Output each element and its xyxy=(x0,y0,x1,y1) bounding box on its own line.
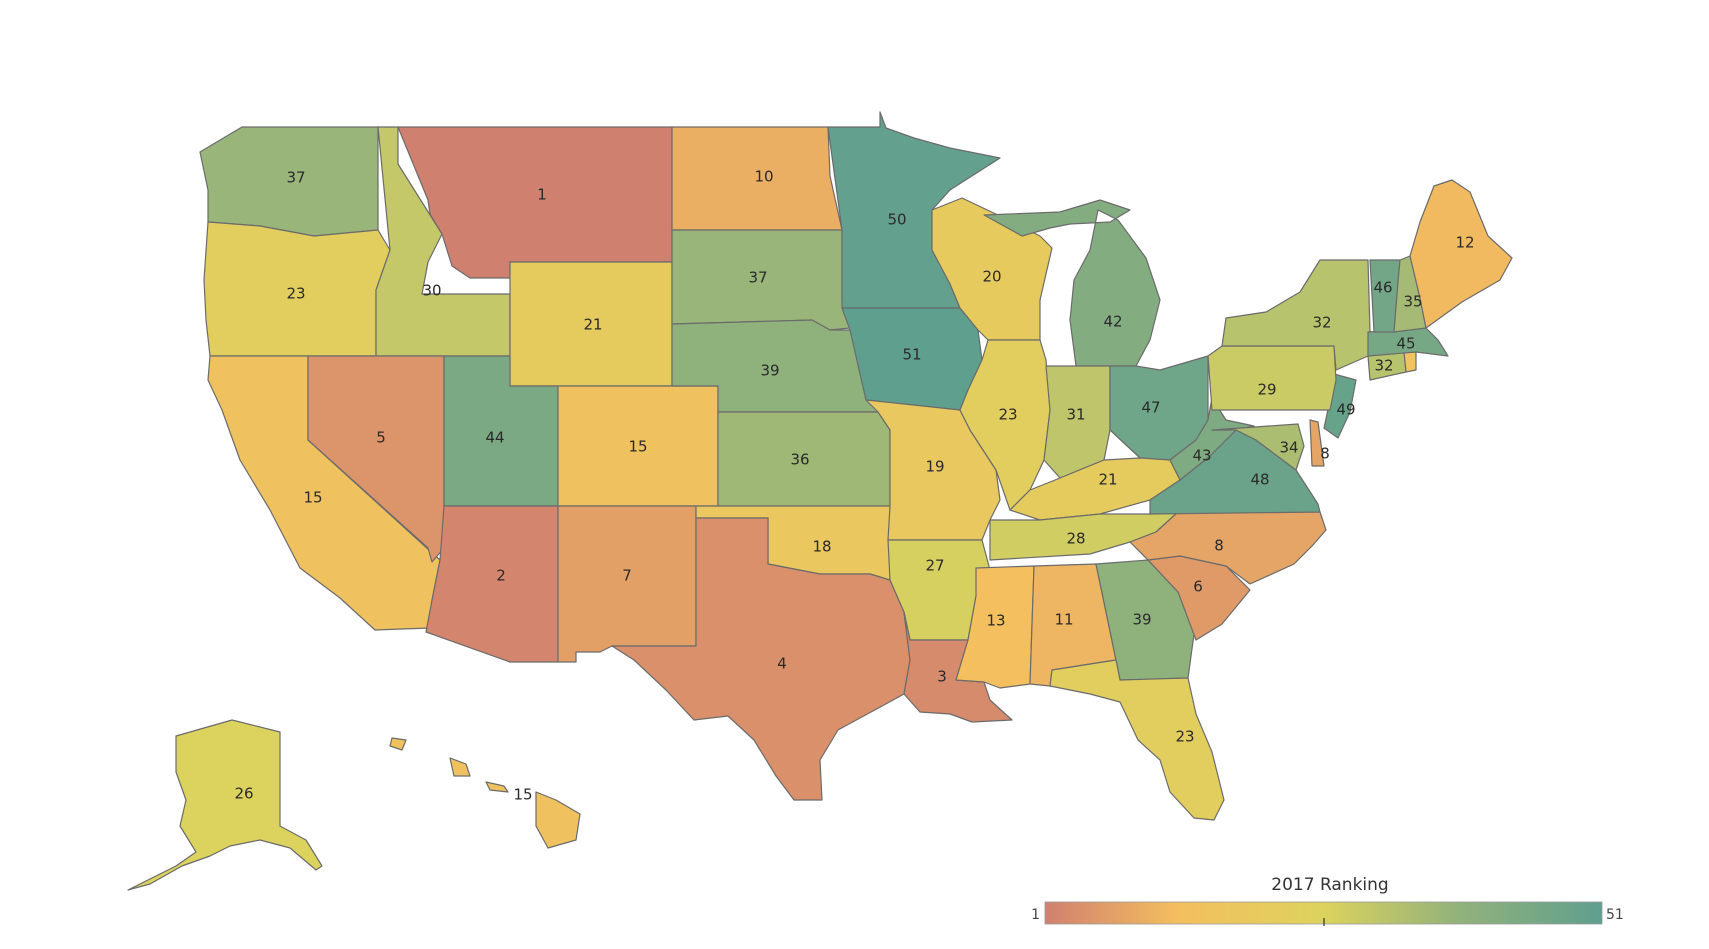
rank-label-il: 23 xyxy=(998,406,1017,424)
rank-label-pa: 29 xyxy=(1257,381,1276,399)
legend-min-label: 1 xyxy=(1031,907,1040,923)
rank-label-nc: 8 xyxy=(1214,537,1224,555)
labels-layer: 3723153051214421571037393618450511927320… xyxy=(234,168,1474,804)
rank-label-al: 11 xyxy=(1054,611,1073,629)
state-mt[interactable] xyxy=(397,126,673,279)
rank-label-co: 15 xyxy=(628,438,647,456)
rank-label-mi: 42 xyxy=(1103,313,1122,331)
rank-label-nd: 10 xyxy=(754,168,773,186)
state-ri[interactable] xyxy=(1403,351,1417,373)
rank-label-ny: 32 xyxy=(1312,314,1331,332)
rank-label-ma: 45 xyxy=(1396,335,1415,353)
rank-label-ms: 13 xyxy=(986,612,1005,630)
rank-label-wv: 43 xyxy=(1192,447,1211,465)
rank-label-wa: 37 xyxy=(286,169,305,187)
rank-label-nm: 7 xyxy=(622,567,632,585)
rank-label-ne: 39 xyxy=(760,362,779,380)
rank-label-ky: 21 xyxy=(1098,471,1117,489)
state-nc[interactable] xyxy=(1129,511,1327,585)
rank-label-sc: 6 xyxy=(1193,578,1203,596)
rank-label-hi: 15 xyxy=(513,786,532,804)
rank-label-ks: 36 xyxy=(790,451,809,469)
rank-label-nh: 35 xyxy=(1403,293,1422,311)
rank-label-ar: 27 xyxy=(925,557,944,575)
rank-label-tn: 28 xyxy=(1066,530,1085,548)
state-hi[interactable] xyxy=(389,737,581,849)
state-nd[interactable] xyxy=(671,126,843,231)
rank-label-mn: 50 xyxy=(887,211,906,229)
rank-label-md: 34 xyxy=(1279,439,1298,457)
state-tx[interactable] xyxy=(611,517,911,801)
rank-label-nj: 49 xyxy=(1336,401,1355,419)
states-layer xyxy=(127,111,1513,891)
state-de[interactable] xyxy=(1309,419,1325,467)
rank-label-ia: 51 xyxy=(902,346,921,364)
legend-title: 2017 Ranking xyxy=(1271,875,1388,895)
rank-label-ct: 32 xyxy=(1374,357,1393,375)
rank-label-vt: 46 xyxy=(1373,279,1392,297)
rank-label-nv: 5 xyxy=(376,429,386,447)
rank-label-ok: 18 xyxy=(812,538,831,556)
rank-label-ut: 44 xyxy=(485,429,504,447)
legend-max-label: 51 xyxy=(1606,907,1624,923)
state-az[interactable] xyxy=(425,505,559,663)
rank-label-va: 48 xyxy=(1250,471,1269,489)
rank-label-az: 2 xyxy=(496,567,506,585)
state-pa[interactable] xyxy=(1207,345,1337,411)
state-md[interactable] xyxy=(1211,423,1305,471)
rank-label-id: 30 xyxy=(422,282,441,300)
rank-label-ca: 15 xyxy=(303,489,322,507)
state-wv[interactable] xyxy=(1169,397,1255,481)
rank-label-sd: 37 xyxy=(748,269,767,287)
rank-label-wy: 21 xyxy=(583,316,602,334)
state-ny[interactable] xyxy=(1221,259,1371,371)
state-id[interactable] xyxy=(375,126,511,357)
rank-label-me: 12 xyxy=(1455,234,1474,252)
rank-label-oh: 47 xyxy=(1141,399,1160,417)
state-ak[interactable] xyxy=(127,719,323,891)
rank-label-wi: 20 xyxy=(982,268,1001,286)
rank-label-in: 31 xyxy=(1066,406,1085,424)
rank-label-mt: 1 xyxy=(537,186,547,204)
rank-label-mo: 19 xyxy=(925,458,944,476)
rank-label-or: 23 xyxy=(286,285,305,303)
rank-label-ak: 26 xyxy=(234,785,253,803)
rank-label-la: 3 xyxy=(937,668,947,686)
rank-label-ga: 39 xyxy=(1132,611,1151,629)
state-me[interactable] xyxy=(1409,179,1513,329)
state-fl[interactable] xyxy=(1049,659,1225,821)
rank-label-tx: 4 xyxy=(777,655,787,673)
color-legend: 2017 Ranking 1 51 xyxy=(1031,875,1624,926)
rank-label-de: 8 xyxy=(1320,445,1330,463)
rank-label-fl: 23 xyxy=(1175,728,1194,746)
